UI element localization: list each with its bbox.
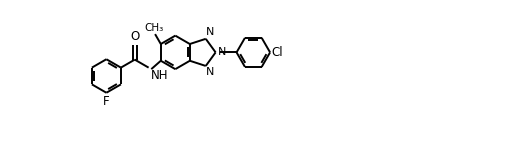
Text: N: N bbox=[206, 27, 215, 37]
Text: Cl: Cl bbox=[271, 46, 283, 59]
Text: CH₃: CH₃ bbox=[144, 23, 164, 33]
Text: O: O bbox=[130, 30, 139, 43]
Text: NH: NH bbox=[151, 69, 168, 82]
Text: F: F bbox=[103, 95, 110, 108]
Text: N: N bbox=[218, 47, 226, 57]
Text: N: N bbox=[206, 67, 215, 78]
